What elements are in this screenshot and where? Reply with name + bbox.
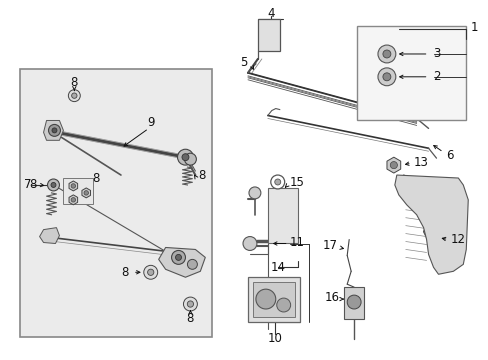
Polygon shape [40,228,60,243]
Circle shape [389,162,397,169]
Text: 17: 17 [322,239,337,252]
Bar [247,277,299,322]
Circle shape [377,68,395,86]
Text: 9: 9 [147,116,154,129]
Circle shape [47,179,60,191]
Polygon shape [43,121,63,140]
Polygon shape [69,181,78,191]
Text: 7: 7 [24,179,31,192]
Text: 6: 6 [446,149,453,162]
Circle shape [52,128,57,133]
Bar [356,26,466,121]
Text: 8: 8 [92,171,100,185]
Polygon shape [158,247,205,277]
Circle shape [171,251,185,264]
Circle shape [84,191,88,195]
Text: 8: 8 [122,266,129,279]
Circle shape [51,183,56,188]
Circle shape [377,45,395,63]
Polygon shape [386,157,400,173]
Polygon shape [394,175,468,274]
Polygon shape [69,195,78,205]
Text: 13: 13 [413,156,427,168]
Text: 12: 12 [449,233,465,246]
Text: 8: 8 [29,179,37,192]
Text: 4: 4 [266,7,274,20]
Polygon shape [82,188,90,198]
Text: 5: 5 [240,57,247,69]
Circle shape [143,265,157,279]
Circle shape [177,149,193,165]
Circle shape [182,154,188,161]
Text: 15: 15 [289,176,304,189]
Text: 3: 3 [433,48,440,60]
Circle shape [346,295,360,309]
Circle shape [147,269,154,275]
Circle shape [382,73,390,81]
Circle shape [248,187,260,199]
Text: 10: 10 [267,332,282,345]
Bar [344,287,364,319]
Text: 8: 8 [70,76,78,89]
Text: 11: 11 [289,236,304,249]
Circle shape [382,50,390,58]
Circle shape [68,90,80,102]
Circle shape [71,184,76,188]
Circle shape [187,301,193,307]
Text: 14: 14 [270,261,285,274]
Circle shape [255,289,275,309]
Circle shape [183,297,197,311]
Circle shape [243,237,256,251]
Circle shape [184,153,196,165]
Text: 8: 8 [186,312,194,325]
Bar [20,69,212,337]
Bar [252,282,294,317]
Circle shape [48,125,61,136]
Circle shape [175,255,181,260]
Bar [63,178,93,204]
Text: 16: 16 [324,291,339,303]
Circle shape [72,93,77,98]
Text: 2: 2 [433,70,440,83]
Circle shape [276,298,290,312]
Text: 1: 1 [469,21,477,34]
Circle shape [187,260,197,269]
Bar [267,188,297,243]
Circle shape [270,175,284,189]
Bar [257,19,279,51]
Circle shape [274,179,280,185]
Text: 8: 8 [198,168,205,181]
Circle shape [71,198,76,202]
